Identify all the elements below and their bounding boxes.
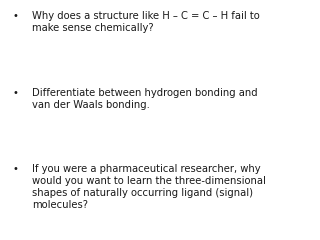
Text: If you were a pharmaceutical researcher, why
would you want to learn the three-d: If you were a pharmaceutical researcher,… (32, 164, 266, 210)
Text: Why does a structure like H – C = C – H fail to
make sense chemically?: Why does a structure like H – C = C – H … (32, 11, 260, 33)
Text: •: • (13, 164, 19, 174)
Text: •: • (13, 11, 19, 21)
Text: Differentiate between hydrogen bonding and
van der Waals bonding.: Differentiate between hydrogen bonding a… (32, 88, 258, 110)
Text: •: • (13, 88, 19, 98)
